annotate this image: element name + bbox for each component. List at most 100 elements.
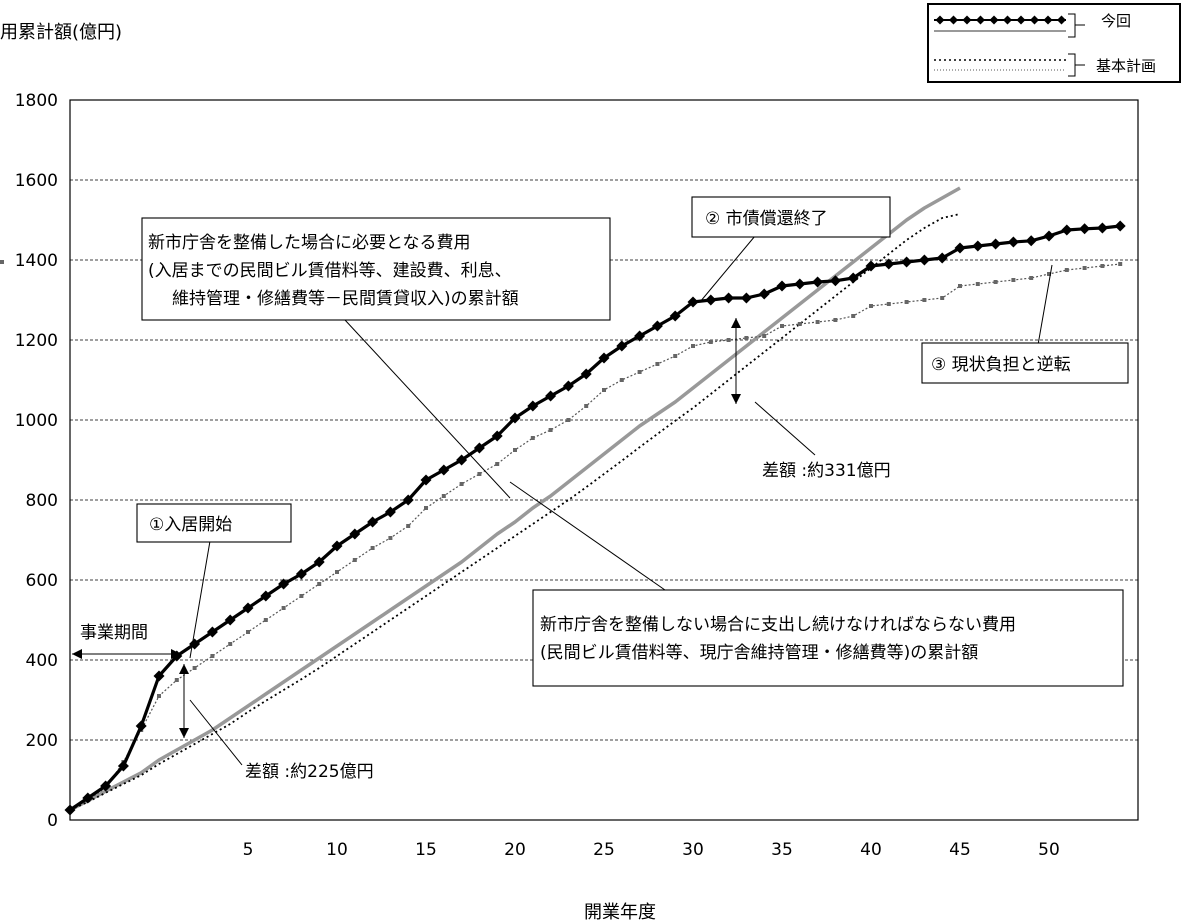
series-1-point [886, 302, 891, 306]
x-tick-label-35: 35 [771, 840, 793, 860]
series-1-point [317, 582, 322, 586]
svg-text:(民間ビル賃借料等、現庁舎維持管理・修繕費等)の累計額: (民間ビル賃借料等、現庁舎維持管理・修繕費等)の累計額 [540, 643, 978, 663]
legend-item-kihon: 基本計画 [934, 53, 1156, 77]
series-1-point [851, 314, 856, 318]
series-0-point [527, 400, 539, 412]
y-axis-title: 用累計額(億円) [0, 22, 122, 43]
series-1-point [744, 336, 749, 340]
x-tick-labels: 5 10 15 20 25 30 35 40 45 50 [243, 840, 1060, 860]
series-1-point [566, 418, 571, 422]
series-0-point [100, 780, 112, 792]
series-0-point [545, 390, 557, 402]
series-1-point [513, 448, 517, 452]
series-1-point [299, 594, 304, 598]
series-0-point [865, 260, 877, 272]
series-1-point [1082, 266, 1087, 270]
legend-item-konkai: 今回 [934, 12, 1131, 38]
annotation-period: 事業期間 [80, 623, 148, 643]
series-1-point [762, 334, 767, 338]
annotation-reversal: ③ 現状負担と逆転 [921, 342, 1129, 384]
legend-marker [935, 15, 945, 25]
plot-area [69, 99, 1139, 821]
series-0-point [1025, 235, 1037, 247]
series-0-point [438, 464, 450, 476]
series-0-point [367, 516, 379, 528]
series-0-point [580, 368, 592, 380]
series-1-point [1011, 278, 1016, 282]
series-1-point [228, 642, 233, 646]
series-1-point [1118, 262, 1123, 266]
series-0-point [901, 256, 913, 268]
series-1-point [797, 322, 802, 326]
x-tick-label-50: 50 [1038, 840, 1060, 860]
series-1-point [441, 494, 446, 498]
x-tick-label-5: 5 [243, 840, 254, 860]
series-1-point [637, 370, 642, 374]
series-1-point [904, 300, 909, 304]
svg-text:今回: 今回 [1101, 12, 1131, 30]
series-0-point [473, 442, 485, 454]
series-0-point [669, 310, 681, 322]
legend-marker [1016, 15, 1026, 25]
series-0-point [598, 352, 610, 364]
y-tick-label-1600: 1600 [15, 171, 58, 191]
y-tick-label-1200: 1200 [15, 331, 58, 351]
legend-marker [1030, 15, 1039, 25]
series-0-point [153, 670, 165, 682]
series-0-point [313, 556, 325, 568]
annotation-diff-225: 差額 :約225億円 [245, 762, 374, 782]
series-0-point [260, 590, 272, 602]
series-0-point [812, 276, 824, 288]
x-tick-label-45: 45 [949, 840, 971, 860]
series-1-point [352, 558, 357, 562]
series-1-point [174, 678, 179, 682]
series-0-point [687, 296, 699, 308]
series-1-point [726, 338, 731, 342]
legend-marker [989, 15, 999, 25]
legend-marker [976, 15, 985, 25]
legend-marker [1043, 15, 1053, 25]
series-0-point [64, 804, 76, 816]
series-0-point [1007, 236, 1019, 248]
series-1-point [869, 304, 873, 308]
series-0-point [758, 288, 770, 300]
svg-text:維持管理・修繕費等－民間賃貸収入)の累計額: 維持管理・修繕費等－民間賃貸収入)の累計額 [172, 289, 519, 309]
y-tick-label-400: 400 [26, 651, 58, 671]
series-0-point [883, 258, 895, 270]
y-tick-label-1000: 1000 [15, 411, 58, 431]
series-0-point [776, 280, 788, 292]
y-tick-label-800: 800 [26, 491, 58, 511]
series-0-point [954, 242, 966, 254]
series-1-point [1029, 276, 1034, 280]
series-1-point [370, 546, 375, 550]
series-0-point [224, 614, 236, 626]
series-1-point [958, 284, 962, 288]
series-1-point [192, 666, 197, 670]
series-1-point [424, 506, 428, 510]
series-0-point [1079, 223, 1091, 235]
x-tick-label-20: 20 [504, 840, 526, 860]
series-0-point [331, 540, 343, 552]
legend-marker [1057, 15, 1066, 25]
series-1-point [495, 462, 500, 466]
annotation-move-in: ①入居開始 [136, 503, 292, 543]
series-0-point [829, 275, 841, 287]
series-1-point [281, 606, 286, 610]
series-0-point [1061, 224, 1073, 236]
annotation-expense-with: 新市庁舎を整備した場合に必要となる費用 (入居までの民間ビル賃借料等、建設費、利… [141, 217, 611, 321]
series-0-point [723, 292, 735, 304]
series-0-point [1043, 230, 1055, 242]
annotation-lines [72, 235, 1053, 766]
series-0-point [1114, 220, 1126, 232]
series-0-point [82, 792, 94, 804]
series-0-point [420, 474, 432, 486]
series-0-point [936, 252, 948, 264]
x-tick-label-25: 25 [593, 840, 615, 860]
x-axis-title: 開業年度 [584, 902, 656, 922]
series-1-point [993, 280, 998, 284]
annotation-expense-without: 新市庁舎を整備しない場合に支出し続けなければならない費用 (民間ビル賃借料等、現… [532, 589, 1124, 687]
series-0-point [278, 578, 290, 590]
series-0-point [456, 454, 468, 466]
legend-marker [962, 15, 972, 25]
x-tick-label-15: 15 [415, 840, 437, 860]
